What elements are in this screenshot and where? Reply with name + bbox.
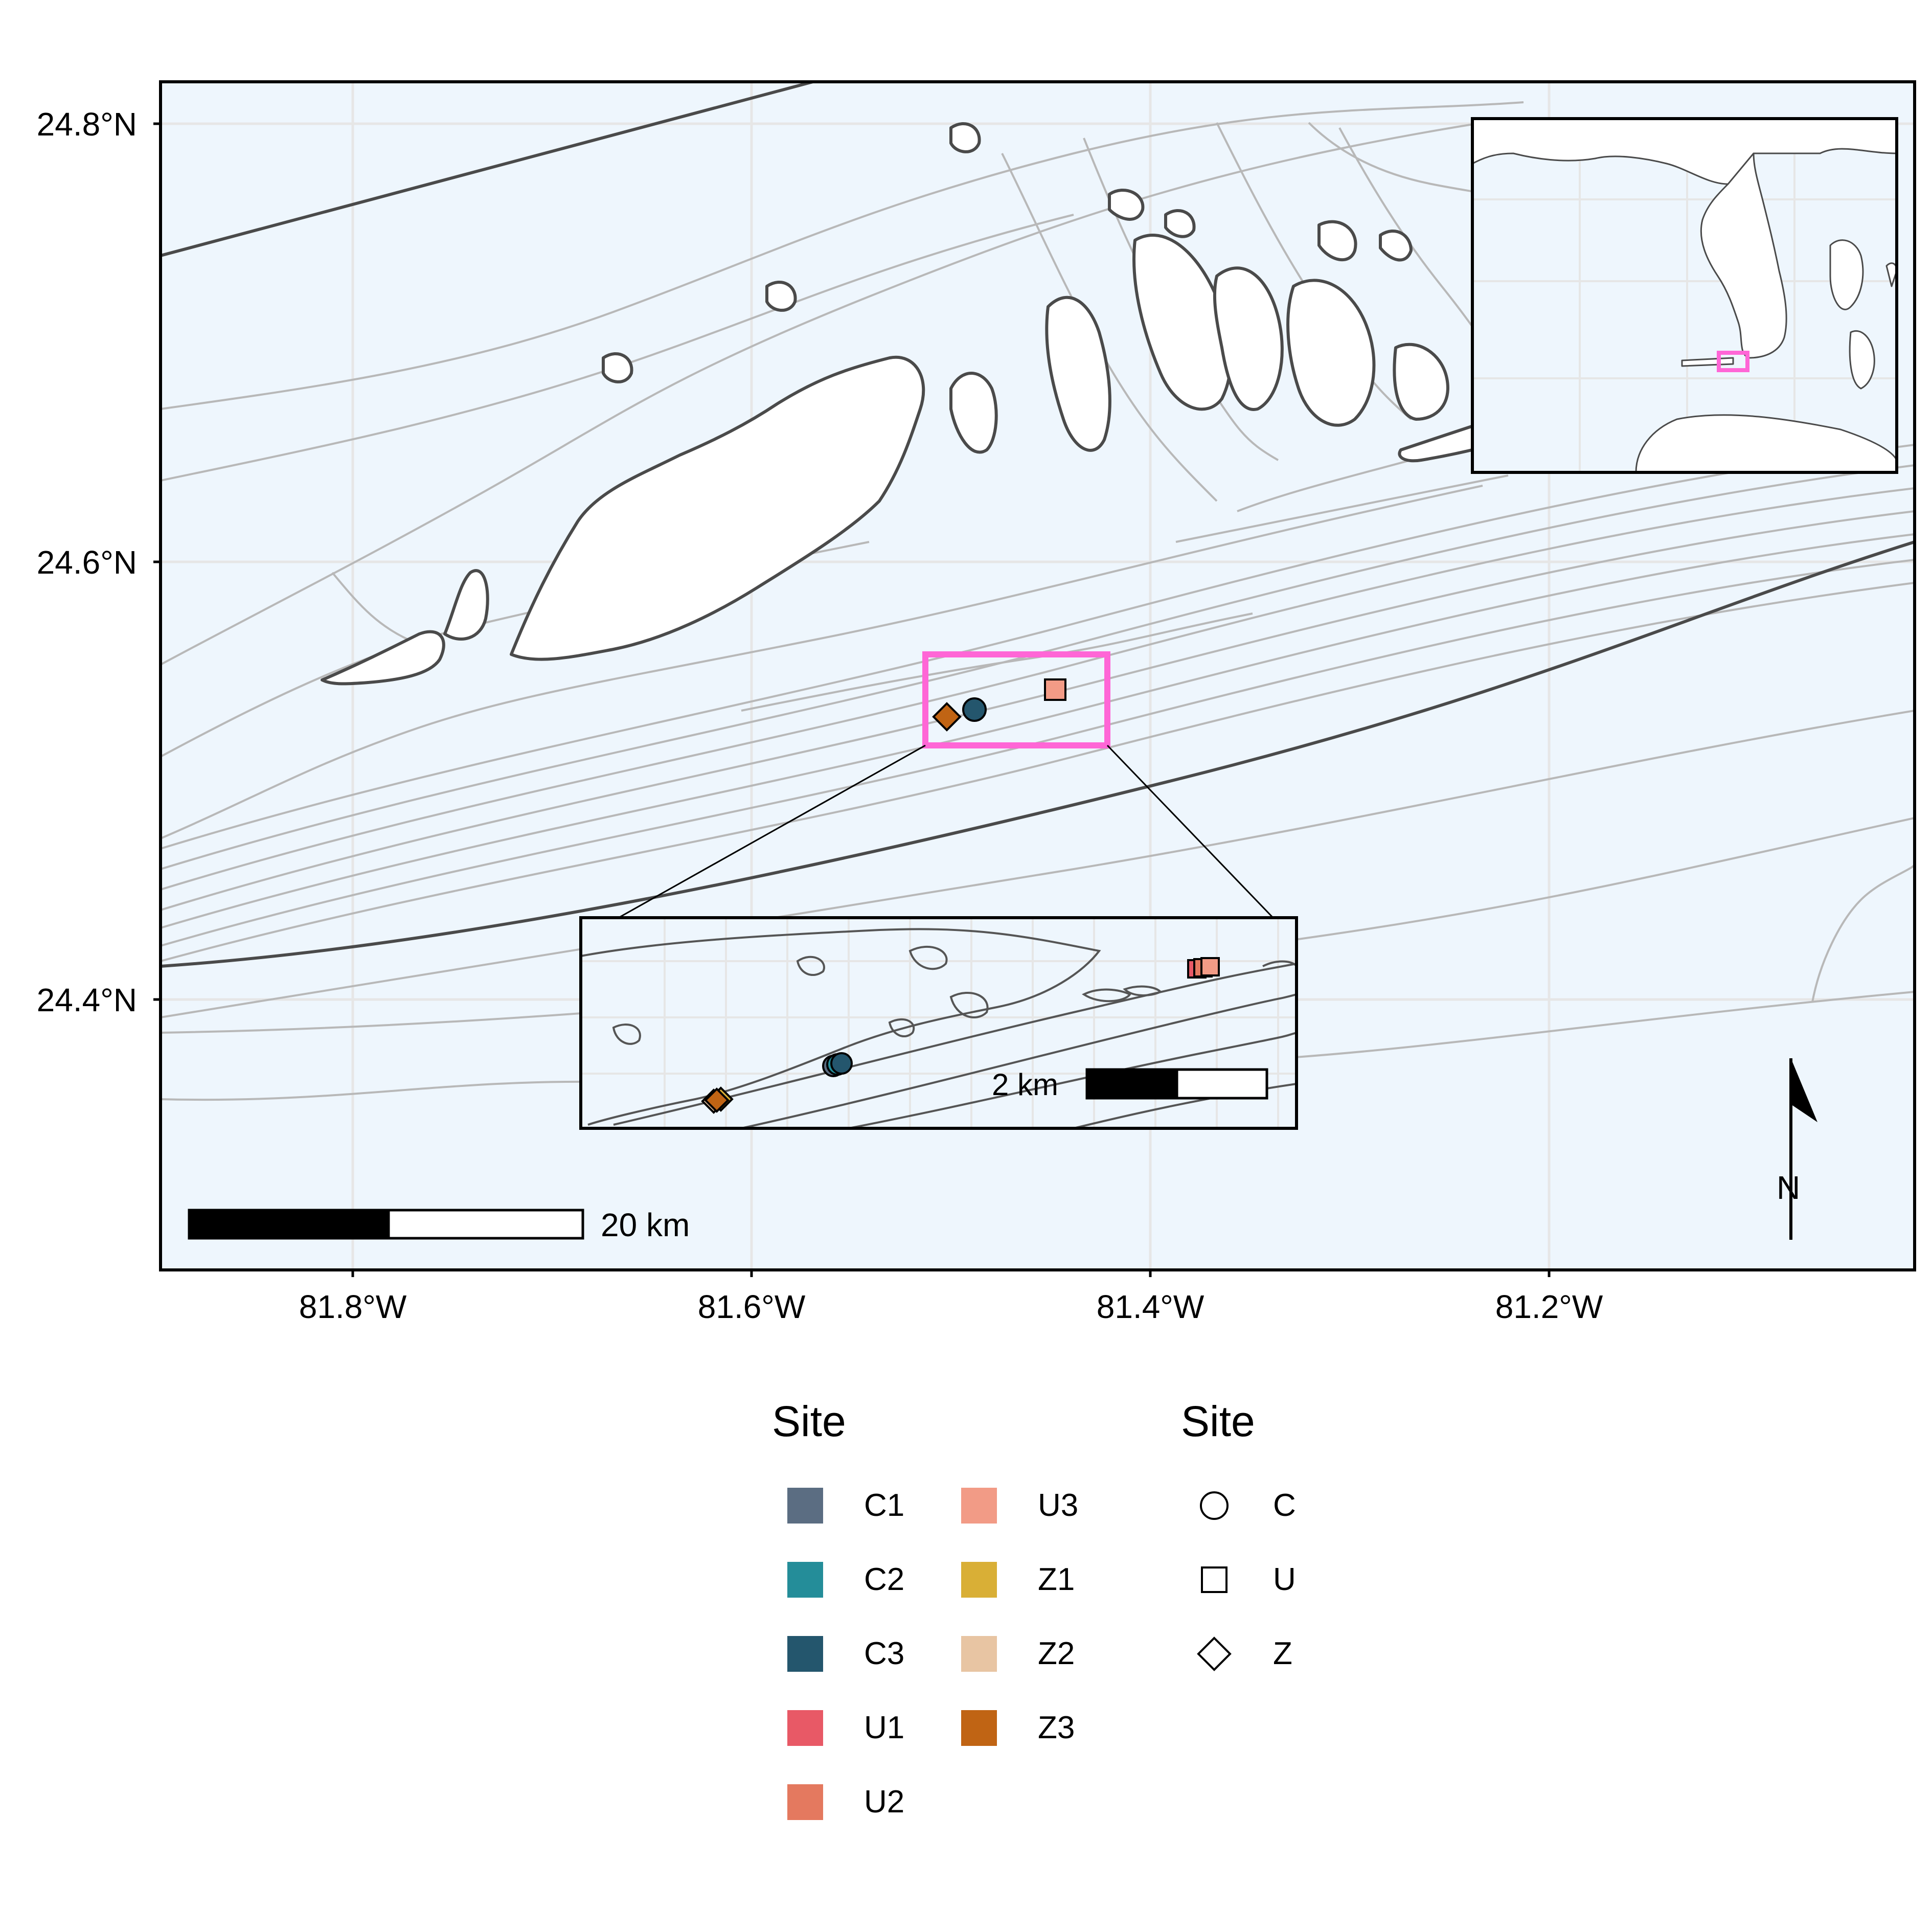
shape-legend-title: Site: [1181, 1397, 1255, 1445]
site-marker-z: [932, 702, 962, 732]
mangrove-islet-3: [1164, 209, 1196, 238]
legend-item-shape-z: Z: [1196, 1631, 1292, 1677]
locator-highlight-box: [1717, 351, 1749, 372]
site-marker-u: [1044, 678, 1066, 701]
x-tick-label: 81.8°W: [299, 1288, 407, 1325]
no-name-key: [1393, 343, 1449, 421]
legend-item-u1: U1: [787, 1705, 904, 1751]
legend-swatch: [787, 1784, 823, 1820]
inset-scale-bar: 2 km: [992, 1067, 1268, 1102]
site-marker-c: [962, 697, 987, 722]
y-axis: 24.8°N 24.6°N 24.4°N: [37, 106, 161, 1018]
mangrove-islet-2: [1108, 188, 1145, 221]
legend-item-shape-c: C: [1196, 1483, 1296, 1529]
legend-label: Z1: [1038, 1562, 1075, 1597]
legend-label: C2: [864, 1562, 905, 1597]
legend-label: U2: [864, 1784, 905, 1820]
florida-landmass: [1472, 119, 1897, 185]
mangrove-islet-5: [1379, 229, 1413, 262]
highlight-box: [922, 651, 1110, 748]
mangrove-islet-1: [949, 122, 981, 153]
color-legend-title: Site: [772, 1397, 846, 1445]
legend-swatch: [787, 1636, 823, 1672]
legend-swatch: [961, 1636, 997, 1672]
legend-label: C: [1273, 1488, 1296, 1523]
ramrod-key: [1132, 234, 1233, 411]
x-tick-label: 81.4°W: [1097, 1288, 1204, 1325]
legend-label: Z3: [1038, 1710, 1075, 1745]
legend-label: Z2: [1038, 1636, 1075, 1671]
mangrove-islet-6: [765, 280, 797, 312]
diamond-icon: [1196, 1636, 1232, 1672]
x-tick-label: 81.6°W: [698, 1288, 806, 1325]
sugarloaf-key: [443, 569, 489, 641]
main-scale-bar-label: 20 km: [601, 1207, 690, 1243]
y-tick-label: 24.4°N: [37, 982, 137, 1018]
legend-item-c2: C2: [787, 1557, 904, 1603]
y-tick-label: 24.6°N: [37, 544, 137, 581]
circle-icon: [1196, 1488, 1232, 1524]
detail-inset: 2 km: [579, 916, 1298, 1130]
legend-swatch: [787, 1710, 823, 1746]
y-tick-label: 24.8°N: [37, 106, 137, 143]
x-axis: 81.8°W 81.6°W 81.4°W 81.2°W: [299, 1270, 1603, 1325]
florida-inset-border: [1471, 117, 1898, 474]
legend-item-c3: C3: [787, 1631, 904, 1677]
legend-swatch: [961, 1562, 997, 1598]
site-markers-main: [932, 678, 1066, 732]
shipping-lanes: [161, 82, 1915, 968]
florida-locator-inset: [1471, 117, 1898, 474]
legend-label: C1: [864, 1488, 905, 1523]
cudjoe-key: [949, 372, 998, 454]
mangrove-islet-4: [1317, 220, 1357, 261]
big-pine-key-region: [510, 355, 925, 661]
legend-swatch: [961, 1488, 997, 1524]
north-label: N: [1777, 1169, 1800, 1206]
legend-swatch: [787, 1562, 823, 1598]
main-panel-border: [159, 80, 1916, 1271]
inset-marker-c3: [830, 1052, 853, 1075]
mangrove-islet-7: [602, 352, 633, 383]
legend-item-shape-u: U: [1196, 1557, 1296, 1603]
legend-item-u3: U3: [961, 1483, 1078, 1529]
legend-swatch: [961, 1710, 997, 1746]
legend-item-u2: U2: [787, 1779, 904, 1825]
legend-label: U1: [864, 1710, 905, 1745]
legend-item-z3: Z3: [961, 1705, 1075, 1751]
legend-label: Z: [1273, 1636, 1292, 1671]
summerland-key: [1045, 296, 1111, 452]
zoom-connector-lines: [618, 744, 1274, 919]
torch-key: [1213, 266, 1284, 411]
inset-marker-z3: [704, 1087, 730, 1113]
legend-label: C3: [864, 1636, 905, 1671]
legend-label: U3: [1038, 1488, 1079, 1523]
key-west: [321, 630, 445, 686]
legend-label: U: [1273, 1562, 1296, 1597]
inset-scale-bar-label: 2 km: [992, 1067, 1058, 1102]
inset-border: [579, 916, 1298, 1130]
inset-marker-u3: [1200, 957, 1220, 976]
square-icon: [1196, 1562, 1232, 1598]
big-pine-key: [1286, 279, 1376, 427]
north-arrow: N: [1777, 1058, 1817, 1240]
legend-item-c1: C1: [787, 1483, 904, 1529]
legend-swatch: [787, 1488, 823, 1524]
legend-item-z1: Z1: [961, 1557, 1075, 1603]
legend-item-z2: Z2: [961, 1631, 1075, 1677]
legend: Site Site C1 C2 C3 U1 U2 U3 Z1 Z2 Z3: [762, 1391, 1375, 1851]
x-tick-label: 81.2°W: [1495, 1288, 1603, 1325]
main-scale-bar: 20 km: [188, 1207, 690, 1243]
